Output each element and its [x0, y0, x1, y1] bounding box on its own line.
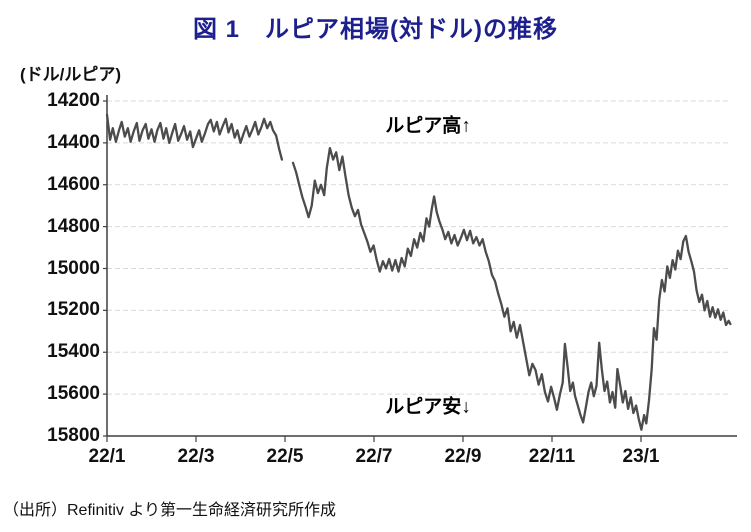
chart-title: 図 1 ルピア相場(対ドル)の推移 — [193, 16, 558, 43]
x-tick-label: 22/9 — [444, 446, 482, 467]
y-tick-label: 15400 — [47, 341, 100, 363]
annotation-rupiah-strong: ルピア高↑ — [385, 115, 471, 137]
x-tick-label: 22/7 — [355, 446, 393, 467]
y-tick-label: 14200 — [47, 90, 100, 111]
y-axis-unit-label: (ドル/ルピア) — [20, 65, 122, 84]
y-tick-label: 14400 — [47, 131, 100, 153]
source-note: （出所）Refinitiv より第一生命経済研究所作成 — [3, 502, 337, 519]
y-tick-label: 14800 — [47, 215, 100, 237]
y-tick-label: 15000 — [47, 257, 100, 279]
y-tick-label: 15800 — [47, 425, 100, 446]
x-tick-label: 22/11 — [528, 446, 576, 467]
x-tick-label: 23/1 — [622, 446, 660, 467]
y-tick-label: 15600 — [47, 383, 100, 405]
y-tick-label: 14600 — [47, 173, 100, 195]
x-tick-label: 22/3 — [177, 446, 215, 467]
x-tick-label: 22/1 — [88, 446, 126, 467]
annotation-rupiah-weak: ルピア安↓ — [385, 396, 471, 418]
y-tick-label: 15200 — [47, 299, 100, 321]
x-tick-label: 22/5 — [266, 446, 304, 467]
rupiah-rate-line — [105, 113, 732, 431]
